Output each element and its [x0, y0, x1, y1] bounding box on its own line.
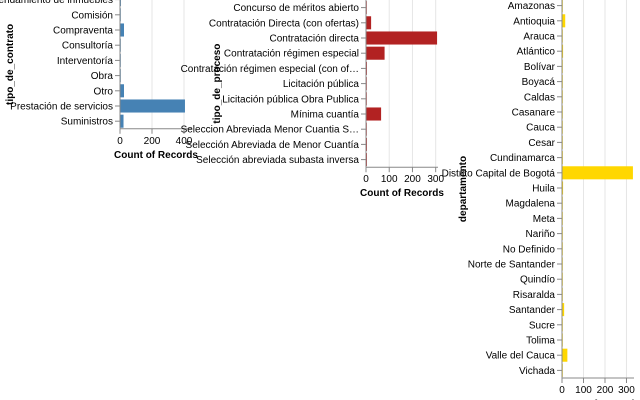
bar	[120, 114, 124, 128]
category-label: Contratación Directa (con ofertas)	[209, 18, 359, 29]
category-label: Mínima cuantía	[291, 110, 360, 121]
category-label: Santander	[509, 305, 556, 316]
x-tick-label: 400	[176, 136, 193, 147]
category-label: Nariño	[526, 229, 556, 240]
x-tick-label: 0	[559, 385, 565, 396]
x-tick-label: 100	[381, 174, 398, 185]
category-label: Interventoría	[57, 56, 114, 67]
x-axis-title: Count of Records	[360, 188, 444, 199]
x-tick-label: 200	[597, 385, 614, 396]
category-label: Sucre	[529, 320, 556, 331]
category-label: Caldas	[524, 92, 555, 103]
category-label: Licitación pública	[283, 79, 360, 90]
bar	[120, 84, 124, 98]
chart-departamento: 0 100 200 300 Amazonas Antioquia Arauca Atlánti…	[442, 0, 640, 400]
category-label: Licitación pública Obra Publica	[222, 94, 359, 105]
category-label: Obra	[91, 71, 114, 82]
category-label: Antioquia	[513, 16, 555, 27]
category-label: Quindío	[520, 275, 555, 286]
category-label: Atlántico	[517, 47, 556, 58]
bar	[366, 31, 438, 45]
category-label: Concurso de méritos abierto	[233, 3, 359, 14]
category-label: Vichada	[519, 366, 555, 377]
category-label: Consultoría	[62, 41, 114, 52]
x-axis-title: Count of Records	[114, 150, 198, 161]
category-label: Risaralda	[513, 290, 556, 301]
bar	[562, 181, 564, 195]
bar	[366, 16, 372, 30]
category-label: Arrendamiento de inmuebles	[0, 0, 113, 6]
category-label: Valle del Cauca	[486, 351, 556, 362]
bar	[366, 46, 385, 60]
y-axis-title: departamento	[458, 156, 469, 222]
category-label: Selección Abreviada de Menor Cuantía	[186, 140, 360, 151]
category-label: Distrito Capital de Bogotá	[442, 168, 556, 179]
category-label: Contratación directa	[270, 34, 360, 45]
category-label: Suministros	[61, 117, 113, 128]
bar	[562, 44, 564, 58]
bar	[366, 107, 382, 121]
category-label: Cundinamarca	[490, 153, 555, 164]
category-label: Otro	[94, 86, 114, 97]
category-label: Norte de Santander	[468, 260, 556, 271]
category-label: Contratación régimen especial (con of…	[181, 64, 359, 75]
x-tick-label: 300	[618, 385, 635, 396]
x-tick-label: 200	[404, 174, 421, 185]
category-label: Casanare	[512, 108, 556, 119]
y-axis-title: tipo_de_contrato	[5, 24, 16, 105]
category-label: Comisión	[71, 10, 113, 21]
category-label: Tolima	[526, 336, 555, 347]
category-label: Compraventa	[53, 26, 113, 37]
category-label: Contratación régimen especial	[224, 49, 359, 60]
category-label: Selección abreviada subasta inversa	[196, 155, 359, 166]
chart-tipo-de-contrato: 0 200 400 Arrendamiento de inmuebles Comisió…	[0, 0, 198, 161]
bar	[120, 23, 124, 37]
chart-tipo-de-proceso: 0 100 200 300 Concurso de méritos abierto Con…	[181, 0, 444, 199]
x-tick-label: 0	[363, 174, 369, 185]
bar	[562, 166, 633, 180]
category-label: Prestación de servicios	[10, 102, 113, 113]
x-tick-label: 200	[144, 136, 161, 147]
category-label: Magdalena	[506, 199, 556, 210]
bar	[120, 99, 185, 113]
x-tick-label: 100	[575, 385, 592, 396]
category-label: No Definido	[503, 244, 556, 255]
x-tick-label: 300	[427, 174, 444, 185]
category-label: Cesar	[528, 138, 555, 149]
category-label: Amazonas	[508, 1, 555, 12]
bar	[562, 348, 568, 362]
bar	[562, 14, 566, 28]
y-axis-title: tipo_de_proceso	[212, 44, 223, 124]
category-label: Arauca	[523, 32, 555, 43]
category-label: Bolívar	[524, 62, 556, 73]
category-label: Cauca	[526, 123, 555, 134]
category-label: Seleccion Abreviada Menor Cuantia S…	[181, 125, 359, 136]
bar	[562, 303, 565, 317]
x-tick-label: 0	[117, 136, 123, 147]
category-label: Boyacá	[522, 77, 556, 88]
category-label: Huila	[532, 184, 555, 195]
category-label: Meta	[533, 214, 556, 225]
